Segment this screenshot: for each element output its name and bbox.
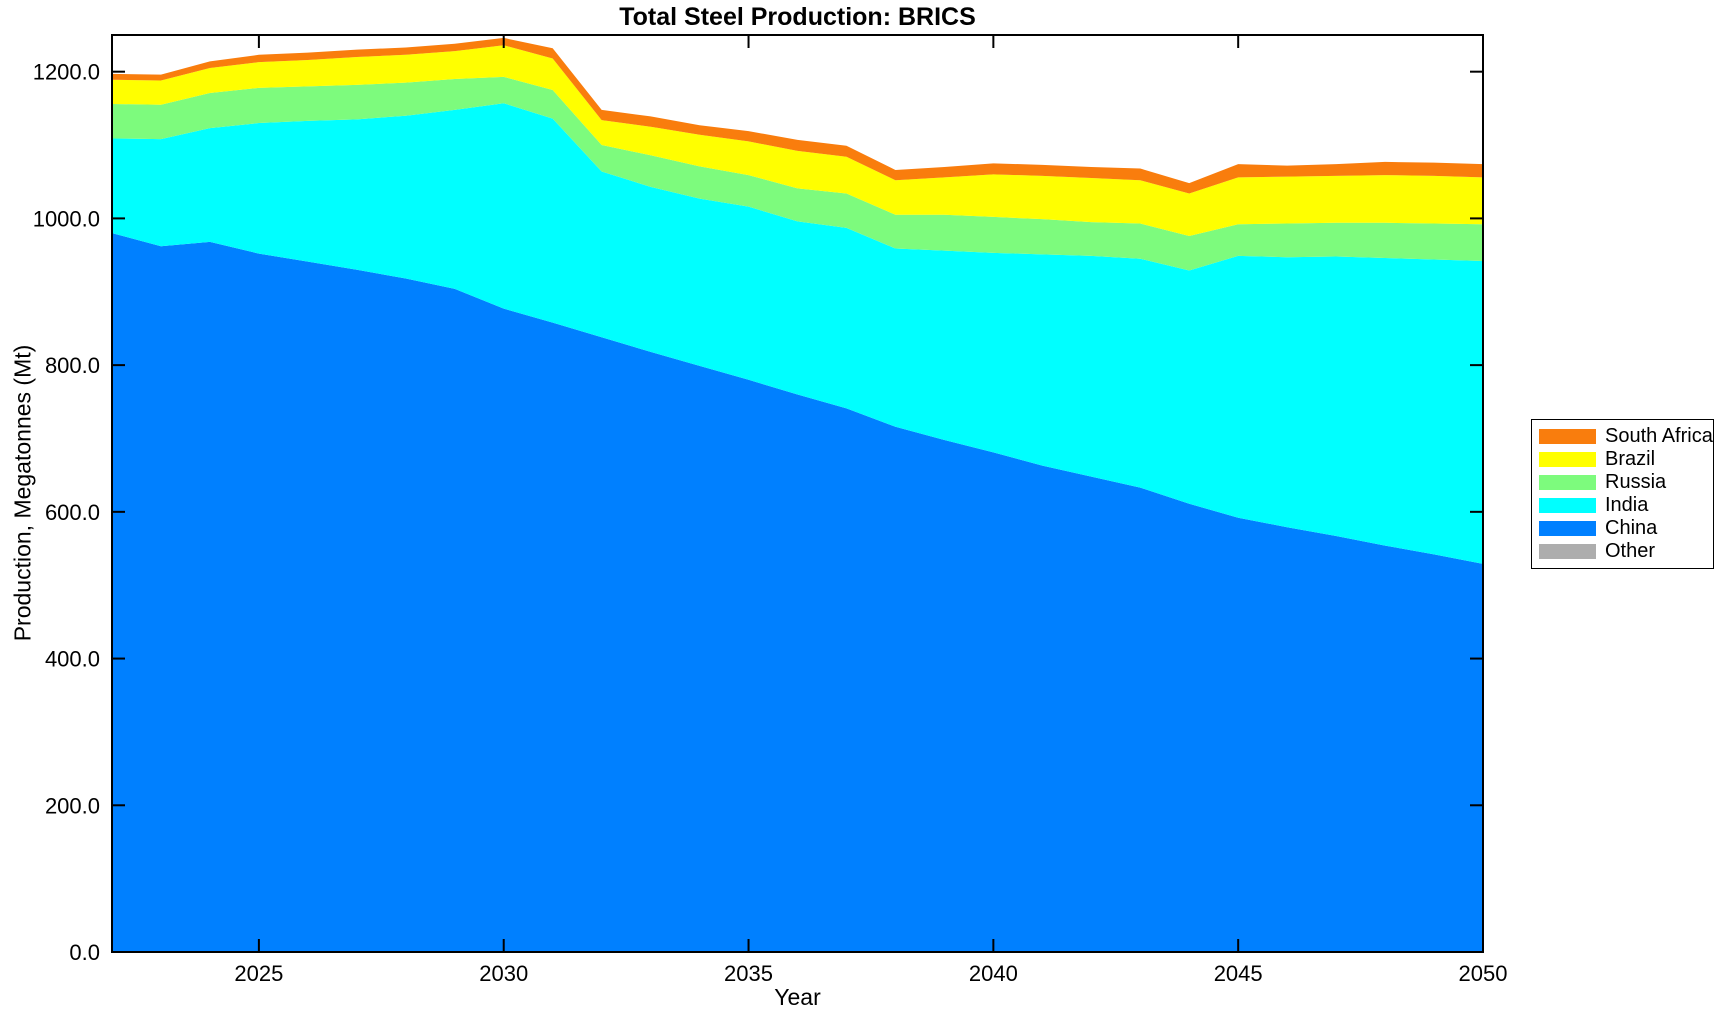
legend-label: China [1605, 517, 1658, 539]
legend-swatch [1539, 521, 1596, 536]
y-axis-label: Production, Megatonnes (Mt) [9, 344, 36, 642]
legend-item-china: China [1539, 517, 1707, 540]
legend-label: Brazil [1605, 448, 1656, 470]
y-tick-label: 400.0 [45, 647, 100, 672]
legend-swatch [1539, 429, 1596, 444]
area-china [112, 233, 1483, 952]
x-tick-label: 2030 [479, 961, 528, 986]
y-tick-label: 1200.0 [33, 60, 100, 85]
legend-item-south-africa: South Africa [1539, 425, 1713, 448]
y-tick-label: 600.0 [45, 500, 100, 525]
plot-box [111, 34, 1484, 953]
y-tick-label: 1000.0 [33, 206, 100, 231]
legend-label: Other [1605, 540, 1656, 562]
y-tick-label: 200.0 [45, 793, 100, 818]
legend-swatch [1539, 452, 1596, 467]
y-tick-label: 800.0 [45, 353, 100, 378]
legend: South Africa Brazil Russia India China Other [1531, 419, 1714, 569]
area-india [112, 103, 1483, 564]
legend-swatch [1539, 475, 1596, 490]
legend-item-brazil: Brazil [1539, 448, 1707, 471]
legend-item-india: India [1539, 494, 1707, 517]
legend-label: South Africa [1605, 425, 1713, 447]
x-tick-label: 2025 [234, 961, 283, 986]
x-tick-label: 2035 [724, 961, 773, 986]
legend-swatch [1539, 544, 1596, 559]
x-axis-label: Year [774, 984, 821, 1010]
area-russia [112, 76, 1483, 271]
legend-item-other: Other [1539, 540, 1707, 563]
x-tick-label: 2045 [1214, 961, 1263, 986]
chart-title: Total Steel Production: BRICS [619, 3, 976, 31]
x-tick-label: 2050 [1459, 961, 1508, 986]
y-tick-label: 0.0 [69, 940, 100, 965]
legend-label: India [1605, 494, 1649, 516]
x-tick-label: 2040 [969, 961, 1018, 986]
legend-label: Russia [1605, 471, 1667, 493]
area-brazil [112, 45, 1483, 237]
legend-swatch [1539, 498, 1596, 513]
legend-item-russia: Russia [1539, 471, 1707, 494]
